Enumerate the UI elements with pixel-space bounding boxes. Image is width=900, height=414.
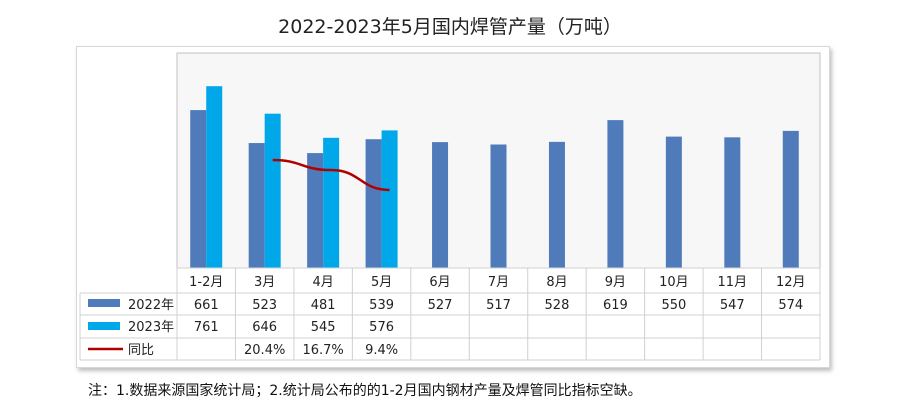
bar-2023 [323, 137, 340, 268]
value-2022: 481 [311, 298, 336, 313]
bar-2023 [264, 113, 281, 268]
value-2023: 646 [252, 320, 277, 335]
bar-2022 [307, 153, 324, 268]
category-label: 5月 [371, 275, 392, 290]
footnote: 注：1.数据来源国家统计局；2.统计局公布的的1-2月国内钢材产量及焊管同比指标… [88, 383, 642, 399]
bar-2022 [607, 120, 624, 268]
value-2022: 619 [603, 298, 628, 313]
bar-2023 [206, 86, 223, 268]
value-yoy: 16.7% [302, 343, 343, 358]
category-label: 7月 [488, 275, 509, 290]
category-label: 9月 [605, 275, 626, 290]
value-yoy: 20.4% [244, 343, 285, 358]
value-2023: 545 [311, 320, 336, 335]
value-2022: 574 [778, 298, 803, 313]
bar-2022 [248, 143, 265, 268]
value-2022: 528 [545, 298, 570, 313]
category-label: 4月 [312, 275, 333, 290]
bar-2022 [365, 139, 382, 268]
value-2022: 547 [720, 298, 745, 313]
bar-2022 [782, 130, 799, 268]
legend-label-2022: 2022年 [128, 298, 174, 313]
bar-2022 [490, 144, 507, 268]
value-2022: 550 [661, 298, 686, 313]
value-2023: 761 [194, 320, 219, 335]
legend-label-2023: 2023年 [128, 320, 174, 335]
value-2023: 576 [369, 320, 394, 335]
yoy-line [272, 158, 390, 192]
value-2022: 523 [252, 298, 277, 313]
value-2022: 517 [486, 298, 511, 313]
bar-2022 [190, 110, 207, 268]
category-label: 6月 [429, 275, 450, 290]
category-label: 1-2月 [189, 275, 223, 290]
category-label: 11月 [718, 275, 748, 290]
value-2022: 661 [194, 298, 219, 313]
legend-swatch-2022 [88, 299, 120, 307]
legend-label-yoy: 同比 [128, 343, 154, 358]
category-label: 12月 [776, 275, 806, 290]
bar-2022 [665, 136, 682, 268]
value-yoy: 9.4% [365, 343, 398, 358]
category-label: 8月 [546, 275, 567, 290]
chart-title: 2022-2023年5月国内焊管产量（万吨） [278, 16, 622, 38]
category-label: 10月 [659, 275, 689, 290]
bar-2022 [432, 142, 449, 268]
bar-2022 [724, 137, 741, 268]
value-2022: 539 [369, 298, 394, 313]
value-2022: 527 [428, 298, 453, 313]
legend-swatch-2023 [88, 322, 120, 330]
category-label: 3月 [254, 275, 275, 290]
bar-2023 [381, 130, 398, 268]
bar-2022 [548, 141, 565, 268]
